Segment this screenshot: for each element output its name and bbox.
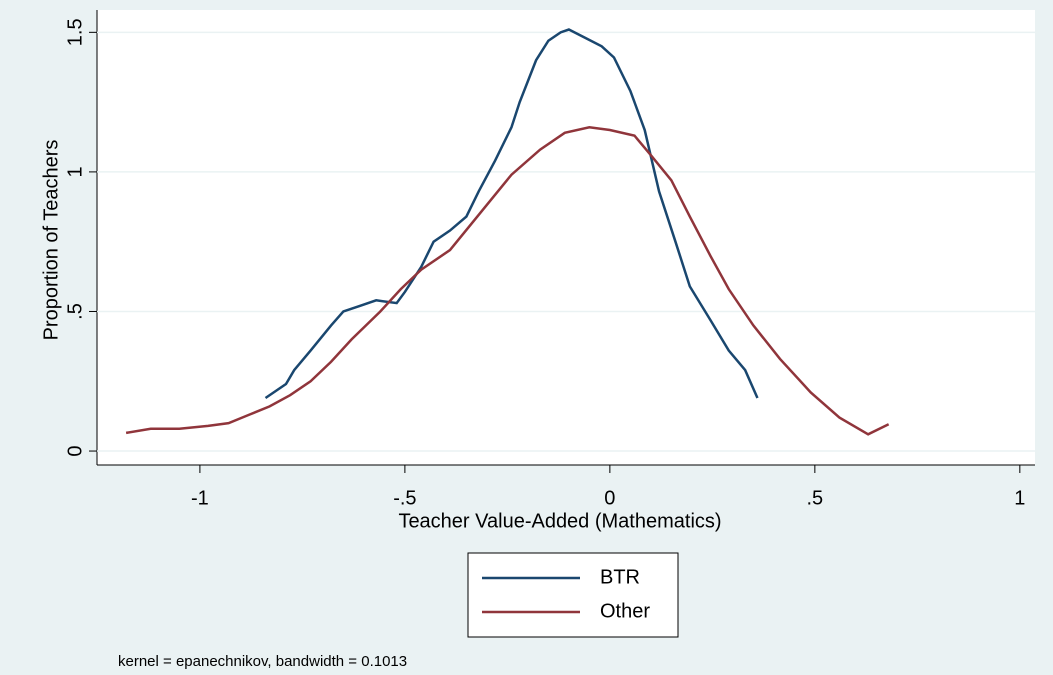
y-tick-label: 1 — [64, 166, 86, 177]
x-tick-label: 1 — [1014, 487, 1025, 509]
y-tick-label: 0 — [64, 445, 86, 456]
x-axis-title: Teacher Value-Added (Mathematics) — [398, 510, 721, 532]
x-tick-label: .5 — [807, 487, 824, 509]
note: kernel = epanechnikov, bandwidth = 0.101… — [118, 653, 407, 670]
line — [125, 125, 890, 436]
y-tick-label: 1.5 — [64, 18, 86, 46]
x-tick-label: -1 — [191, 487, 209, 509]
y-tick-label: .5 — [64, 303, 86, 320]
legend — [467, 552, 679, 638]
x-tick-label: 0 — [604, 487, 615, 509]
legend-label: BTR — [600, 566, 640, 588]
plot-area — [97, 10, 1035, 465]
y-axis-title: Proportion of Teachers — [40, 140, 62, 341]
line — [264, 28, 759, 400]
legend-label: Other — [600, 600, 650, 622]
x-tick-label: -.5 — [393, 487, 416, 509]
